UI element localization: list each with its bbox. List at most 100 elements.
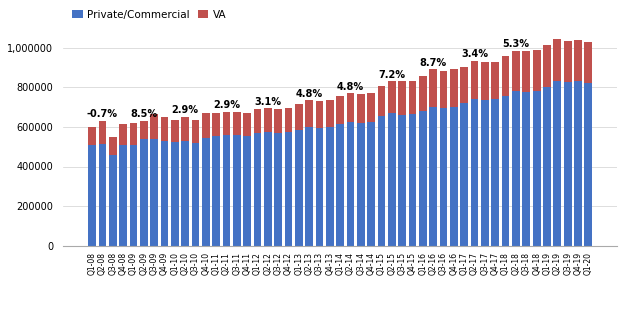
Bar bbox=[419, 111, 427, 246]
Bar bbox=[243, 113, 251, 136]
Bar bbox=[398, 81, 406, 115]
Bar bbox=[491, 61, 499, 99]
Bar bbox=[212, 136, 220, 246]
Bar bbox=[501, 56, 510, 96]
Bar bbox=[140, 121, 147, 139]
Text: 5.3%: 5.3% bbox=[503, 39, 529, 49]
Legend: Private/Commercial, VA: Private/Commercial, VA bbox=[68, 6, 231, 24]
Bar bbox=[543, 45, 551, 87]
Bar bbox=[326, 100, 334, 127]
Bar bbox=[481, 61, 489, 100]
Bar bbox=[88, 127, 96, 145]
Bar bbox=[171, 120, 179, 142]
Bar bbox=[306, 127, 313, 246]
Bar bbox=[388, 113, 396, 246]
Bar bbox=[553, 81, 561, 246]
Bar bbox=[295, 130, 303, 246]
Bar bbox=[543, 87, 551, 246]
Bar bbox=[346, 93, 355, 122]
Text: 4.8%: 4.8% bbox=[295, 89, 323, 99]
Bar bbox=[367, 93, 375, 122]
Bar bbox=[202, 113, 210, 138]
Bar bbox=[450, 70, 458, 107]
Bar bbox=[212, 113, 220, 136]
Bar bbox=[491, 99, 499, 246]
Bar bbox=[522, 51, 530, 92]
Text: 8.7%: 8.7% bbox=[420, 58, 447, 68]
Bar bbox=[316, 101, 323, 128]
Bar bbox=[109, 155, 117, 246]
Bar bbox=[150, 114, 158, 139]
Bar bbox=[346, 122, 355, 246]
Text: 2.9%: 2.9% bbox=[213, 100, 240, 111]
Bar bbox=[161, 117, 168, 141]
Bar bbox=[202, 138, 210, 246]
Bar bbox=[109, 137, 117, 155]
Bar bbox=[336, 124, 344, 246]
Bar bbox=[574, 81, 582, 246]
Bar bbox=[285, 108, 292, 132]
Bar bbox=[222, 135, 231, 246]
Bar bbox=[192, 143, 199, 246]
Bar bbox=[254, 109, 261, 133]
Bar bbox=[481, 100, 489, 246]
Bar bbox=[585, 42, 592, 83]
Bar bbox=[501, 96, 510, 246]
Bar bbox=[564, 41, 571, 82]
Text: 2.9%: 2.9% bbox=[171, 106, 198, 115]
Bar bbox=[461, 66, 468, 103]
Text: 7.2%: 7.2% bbox=[379, 70, 405, 80]
Bar bbox=[440, 72, 447, 108]
Bar bbox=[440, 108, 447, 246]
Bar bbox=[522, 92, 530, 246]
Bar bbox=[119, 124, 127, 145]
Bar bbox=[119, 145, 127, 246]
Bar bbox=[285, 132, 292, 246]
Bar bbox=[233, 135, 241, 246]
Bar bbox=[88, 145, 96, 246]
Bar bbox=[264, 108, 272, 132]
Bar bbox=[398, 115, 406, 246]
Bar bbox=[471, 99, 478, 246]
Text: 3.4%: 3.4% bbox=[461, 49, 488, 59]
Bar bbox=[564, 82, 571, 246]
Bar bbox=[336, 96, 344, 124]
Bar bbox=[461, 103, 468, 246]
Bar bbox=[409, 81, 416, 114]
Bar bbox=[130, 123, 137, 145]
Text: 4.8%: 4.8% bbox=[337, 82, 364, 92]
Bar bbox=[222, 112, 231, 135]
Bar bbox=[150, 139, 158, 246]
Bar bbox=[419, 77, 427, 111]
Bar bbox=[377, 86, 386, 116]
Bar bbox=[274, 109, 282, 133]
Bar bbox=[171, 142, 179, 246]
Bar bbox=[254, 133, 261, 246]
Bar bbox=[192, 120, 199, 143]
Bar bbox=[98, 144, 106, 246]
Bar bbox=[181, 141, 189, 246]
Bar bbox=[161, 141, 168, 246]
Bar bbox=[306, 100, 313, 127]
Text: 3.1%: 3.1% bbox=[255, 96, 282, 106]
Text: 8.5%: 8.5% bbox=[130, 109, 158, 119]
Bar bbox=[140, 139, 147, 246]
Bar bbox=[130, 145, 137, 246]
Bar bbox=[409, 114, 416, 246]
Bar bbox=[512, 91, 520, 246]
Bar bbox=[367, 122, 375, 246]
Bar bbox=[377, 116, 386, 246]
Bar bbox=[233, 112, 241, 135]
Bar bbox=[243, 136, 251, 246]
Bar bbox=[450, 107, 458, 246]
Bar bbox=[553, 39, 561, 81]
Bar bbox=[295, 104, 303, 130]
Bar bbox=[274, 133, 282, 246]
Bar bbox=[533, 91, 541, 246]
Bar bbox=[585, 83, 592, 246]
Bar bbox=[98, 121, 106, 144]
Text: -0.7%: -0.7% bbox=[87, 109, 118, 119]
Bar bbox=[430, 70, 437, 107]
Bar bbox=[357, 123, 365, 246]
Bar bbox=[326, 127, 334, 246]
